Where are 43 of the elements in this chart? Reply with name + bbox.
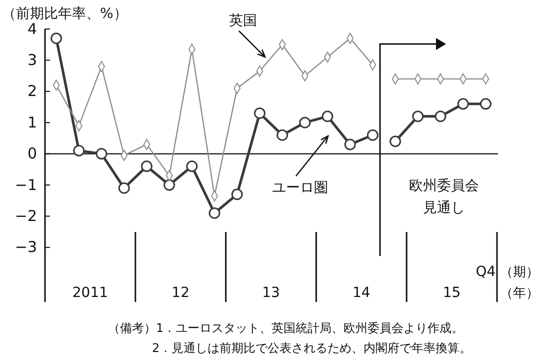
y-tick-label: −1 xyxy=(14,176,37,194)
point xyxy=(186,160,198,172)
point xyxy=(276,129,288,141)
point xyxy=(118,182,130,194)
point xyxy=(434,110,446,122)
y-tick-label: −2 xyxy=(14,207,37,225)
y-tick-label: −3 xyxy=(14,238,37,256)
y-tick-label: 0 xyxy=(27,144,37,163)
point xyxy=(140,160,152,172)
y-axis-title: （前期比年率、%） xyxy=(2,6,128,22)
y-tick-label: 1 xyxy=(27,113,37,132)
series-label: 英国 xyxy=(229,13,257,29)
point xyxy=(231,188,243,200)
point xyxy=(412,110,424,122)
point xyxy=(50,32,62,44)
point xyxy=(457,98,469,110)
annotation: 15 xyxy=(442,285,461,301)
text: （備考）1．ユーロスタット、英国統計局、欧州委員会より作成。 xyxy=(108,321,464,335)
annotation: 13 xyxy=(262,285,280,301)
x-axis-title: （期） xyxy=(500,265,539,280)
y-tick-label: 2 xyxy=(27,82,37,100)
point xyxy=(480,98,492,110)
point xyxy=(164,179,176,191)
x-tick-label: Q4 xyxy=(476,264,496,280)
point xyxy=(366,129,378,141)
point xyxy=(322,110,334,122)
point xyxy=(299,116,311,128)
text: （年） xyxy=(500,286,539,301)
annotation: 欧州委員会 xyxy=(409,178,479,194)
annotation: 12 xyxy=(172,285,190,301)
annotation: 2011 xyxy=(72,285,108,301)
y-tick-label: 3 xyxy=(27,51,37,69)
point xyxy=(208,207,220,219)
text: ユーロ圏 xyxy=(272,180,328,196)
annotation: 14 xyxy=(352,285,370,301)
point xyxy=(344,138,356,150)
annotation: 見通し xyxy=(423,200,465,216)
text: 2．見通しは前期比で公表されるため、内閣府で年率換算。 xyxy=(152,341,472,355)
point xyxy=(73,144,85,156)
point xyxy=(254,107,266,119)
point xyxy=(390,136,402,148)
y-tick-label: 4 xyxy=(27,20,37,38)
point xyxy=(96,148,108,160)
